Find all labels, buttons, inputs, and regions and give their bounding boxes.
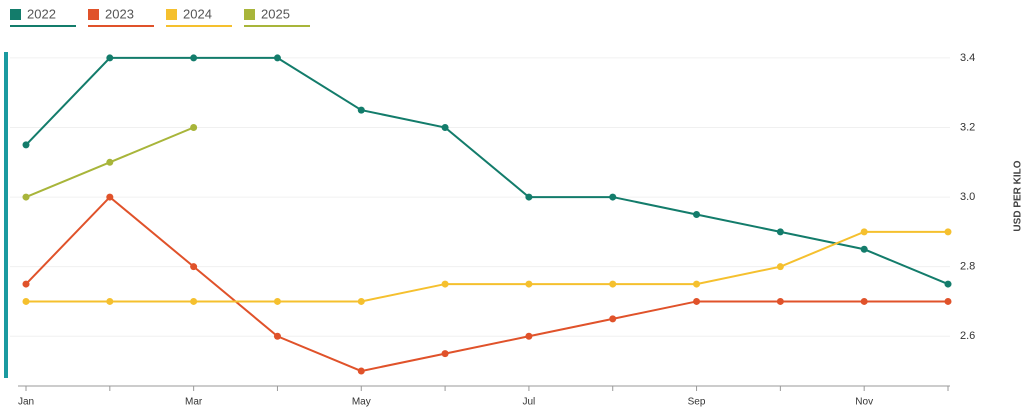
point (357, 297, 365, 305)
point (860, 297, 868, 305)
legend-label: 2024 (183, 6, 212, 21)
point (190, 297, 198, 305)
point (106, 297, 114, 305)
point (693, 280, 701, 288)
point (860, 228, 868, 236)
point (944, 280, 952, 288)
series-line (26, 230, 948, 303)
point (441, 280, 449, 288)
legend-swatch (88, 9, 99, 20)
point (22, 280, 30, 288)
point (190, 263, 198, 271)
point (441, 350, 449, 358)
legend-swatch (244, 9, 255, 20)
point (106, 193, 114, 201)
point (106, 54, 114, 62)
point (190, 54, 198, 62)
point (525, 280, 533, 288)
x-tick-label: Jul (523, 397, 536, 408)
point (860, 245, 868, 253)
point (525, 332, 533, 340)
point (776, 297, 784, 305)
point (609, 280, 617, 288)
accent-bar (4, 52, 8, 378)
y-tick-label: 2.8 (960, 261, 975, 273)
series-line (25, 195, 948, 373)
x-tick-label: Mar (185, 397, 203, 408)
legend-label: 2025 (261, 6, 290, 21)
series-line (25, 56, 949, 285)
legend-swatch (166, 9, 177, 20)
point (273, 54, 281, 62)
point (22, 141, 30, 149)
point (22, 193, 30, 201)
point (609, 193, 617, 201)
point (441, 124, 449, 131)
x-tick-label: May (352, 397, 371, 408)
point (693, 297, 701, 305)
y-tick-label: 3.2 (960, 121, 975, 133)
point (273, 332, 281, 340)
point (357, 106, 365, 114)
legend-label: 2023 (105, 6, 134, 21)
y-tick-label: 3.4 (960, 52, 975, 64)
point (776, 228, 784, 236)
x-tick-label: Sep (688, 397, 706, 408)
point (357, 367, 365, 375)
y-axis-label: USD PER KILO (1013, 160, 1024, 231)
x-tick-label: Nov (855, 397, 873, 408)
x-tick-label: Jan (18, 397, 34, 408)
y-tick-label: 2.6 (960, 330, 975, 342)
point (944, 228, 952, 236)
point (273, 297, 281, 305)
point (190, 124, 198, 131)
point (693, 210, 701, 218)
legend-label: 2022 (27, 6, 56, 21)
point (22, 297, 30, 305)
point (106, 158, 114, 166)
y-tick-label: 3.0 (960, 191, 975, 203)
point (609, 315, 617, 323)
legend-swatch (10, 9, 21, 20)
point (525, 193, 533, 201)
point (944, 297, 952, 305)
point (776, 263, 784, 271)
